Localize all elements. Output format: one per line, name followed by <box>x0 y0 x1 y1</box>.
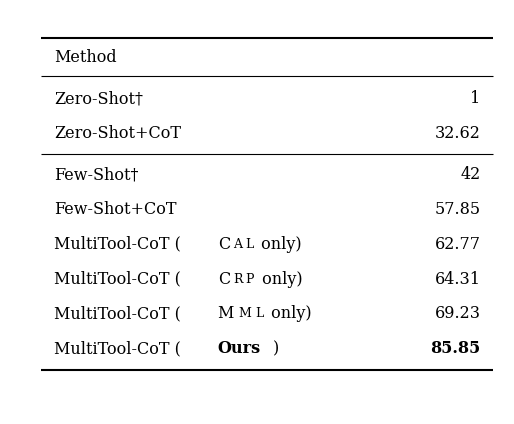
Text: only): only) <box>266 305 311 322</box>
Text: 85.85: 85.85 <box>430 340 481 357</box>
Text: L: L <box>245 238 253 251</box>
Text: Few-Shot+CoT: Few-Shot+CoT <box>54 201 176 218</box>
Text: P: P <box>246 273 254 286</box>
Text: MultiTool-CoT (: MultiTool-CoT ( <box>54 340 181 357</box>
Text: Zero-Shot+CoT: Zero-Shot+CoT <box>54 125 181 142</box>
Text: 64.31: 64.31 <box>435 271 481 287</box>
Text: L: L <box>255 307 264 321</box>
Text: MultiTool-CoT (: MultiTool-CoT ( <box>54 305 181 322</box>
Text: C: C <box>218 271 230 287</box>
Text: 62.77: 62.77 <box>435 236 481 253</box>
Text: C: C <box>218 236 230 253</box>
Text: 32.62: 32.62 <box>435 125 481 142</box>
Text: 1: 1 <box>470 90 481 107</box>
Text: Method: Method <box>54 49 117 66</box>
Text: 42: 42 <box>461 166 481 183</box>
Text: only): only) <box>256 271 302 287</box>
Text: 69.23: 69.23 <box>435 305 481 322</box>
Text: Ours: Ours <box>218 340 261 357</box>
Text: MultiTool-CoT (: MultiTool-CoT ( <box>54 271 181 287</box>
Text: M: M <box>239 307 252 321</box>
Text: M: M <box>218 305 234 322</box>
Text: Zero-Shot†: Zero-Shot† <box>54 90 143 107</box>
Text: R: R <box>233 273 243 286</box>
Text: Few-Shot†: Few-Shot† <box>54 166 138 183</box>
Text: ): ) <box>273 340 280 357</box>
Text: only): only) <box>256 236 301 253</box>
Text: 57.85: 57.85 <box>434 201 481 218</box>
Text: A: A <box>233 238 243 251</box>
Text: MultiTool-CoT (: MultiTool-CoT ( <box>54 236 181 253</box>
